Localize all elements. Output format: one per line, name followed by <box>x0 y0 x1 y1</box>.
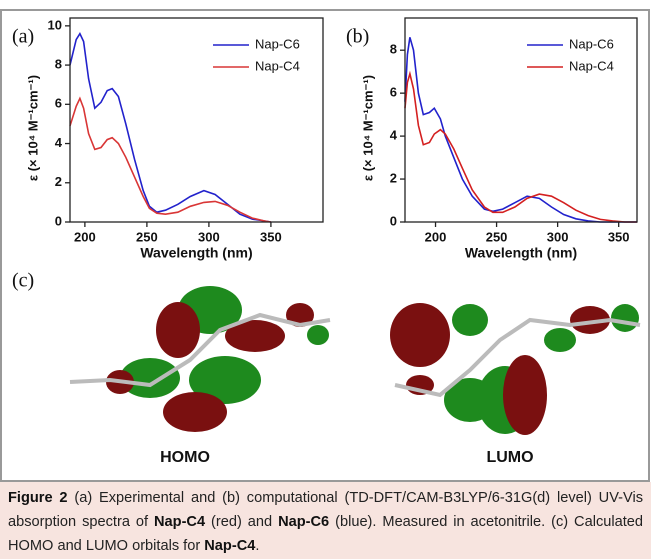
x-tick-label: 250 <box>486 229 508 244</box>
y-tick-label: 10 <box>48 17 62 32</box>
panel-label: (c) <box>12 270 34 292</box>
y-tick-label: 4 <box>390 128 398 143</box>
caption-bold-text: Nap-C4 <box>204 538 255 554</box>
panel-label: (a) <box>12 26 34 48</box>
x-axis-label: Wavelength (nm) <box>465 245 577 261</box>
x-axis-label: Wavelength (nm) <box>140 245 252 261</box>
legend-label: Nap-C6 <box>255 36 300 51</box>
x-tick-label: 250 <box>136 229 158 244</box>
page: (a)(b)(c)HOMOLUMONap-C6Nap-C420025030035… <box>0 0 651 559</box>
orbital-label: HOMO <box>160 449 210 466</box>
y-tick-label: 6 <box>55 96 62 111</box>
panel-label: (b) <box>346 26 369 48</box>
y-tick-label: 2 <box>55 174 62 189</box>
y-tick-label: 0 <box>55 213 62 228</box>
y-tick-label: 0 <box>390 213 397 228</box>
caption-text: (red) and <box>205 514 278 530</box>
caption-bold-text: Nap-C4 <box>154 514 205 530</box>
legend-label: Nap-C6 <box>569 36 614 51</box>
y-tick-label: 4 <box>55 135 63 150</box>
y-axis-label: ε (× 10⁴ M⁻¹cm⁻¹) <box>25 75 40 181</box>
y-axis-label: ε (× 10⁴ M⁻¹cm⁻¹) <box>360 75 375 181</box>
legend-label: Nap-C4 <box>569 58 614 73</box>
caption-text: . <box>255 538 259 554</box>
x-tick-label: 300 <box>547 229 569 244</box>
x-tick-label: 200 <box>425 229 447 244</box>
caption-bold-text: Figure 2 <box>8 490 68 506</box>
orbital-label: LUMO <box>486 449 533 466</box>
y-tick-label: 2 <box>390 170 397 185</box>
y-tick-label: 6 <box>390 85 397 100</box>
x-tick-label: 200 <box>74 229 96 244</box>
x-tick-label: 300 <box>198 229 220 244</box>
y-tick-label: 8 <box>390 42 397 57</box>
x-tick-label: 350 <box>260 229 282 244</box>
y-tick-label: 8 <box>55 57 62 72</box>
legend-label: Nap-C4 <box>255 58 300 73</box>
figure-caption: Figure 2 (a) Experimental and (b) comput… <box>0 482 651 559</box>
caption-bold-text: Nap-C6 <box>278 514 329 530</box>
x-tick-label: 350 <box>608 229 630 244</box>
